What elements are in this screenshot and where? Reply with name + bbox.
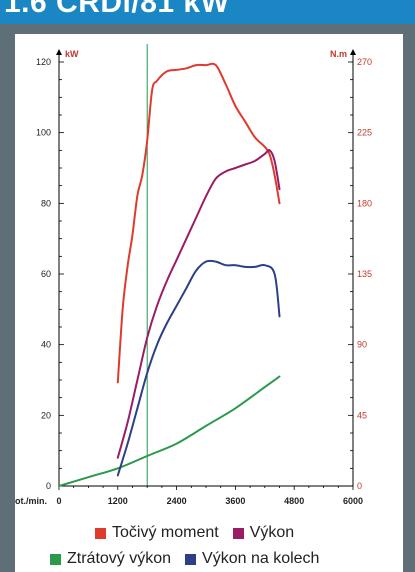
legend-label-power: Výkon <box>249 524 295 541</box>
header-bar: 1.6 CRDi/81 kW <box>0 0 415 24</box>
y-left-unit-label: kW <box>65 49 79 59</box>
y-right-tick-label: 135 <box>357 269 372 279</box>
y-left-tick-label: 60 <box>41 269 51 279</box>
legend-swatch-wheel <box>185 553 197 565</box>
loss-power-line <box>58 375 281 487</box>
power-line <box>116 149 281 459</box>
y-left-tick-label: 80 <box>41 198 51 208</box>
x-tick-label: 1200 <box>108 496 128 506</box>
y-right-unit-label: N.m <box>330 49 347 59</box>
y-left-tick-label: 0 <box>46 481 51 491</box>
y-right-tick-label: 180 <box>357 198 372 208</box>
x-tick-label: 2400 <box>167 496 187 506</box>
torque-line <box>116 62 281 384</box>
y-axis-right-arrow <box>350 49 356 55</box>
legend-item-power: Výkon <box>232 524 295 542</box>
x-tick-label: 4800 <box>284 496 304 506</box>
legend-item-loss: Ztrátový výkon <box>50 550 171 568</box>
y-left-tick-label: 100 <box>36 128 51 138</box>
legend-swatch-loss <box>50 553 61 565</box>
y-right-tick-label: 0 <box>357 481 362 491</box>
y-left-tick-label: 40 <box>41 340 51 350</box>
legend-row-2: Ztrátový výkon Výkon na kolech <box>50 550 333 568</box>
legend-label-loss: Ztrátový výkon <box>67 550 172 567</box>
axes <box>56 49 356 487</box>
legend-swatch-torque <box>95 527 106 539</box>
legend-label-wheel: Výkon na kolech <box>202 550 320 567</box>
x-tick-label: 6000 <box>343 496 363 506</box>
grid-marks <box>58 44 354 490</box>
y-left-tick-label: 20 <box>41 410 51 420</box>
y-right-tick-label: 225 <box>357 128 372 138</box>
y-right-tick-label: 45 <box>357 410 367 420</box>
y-axis-left-arrow <box>56 49 62 55</box>
legend-item-wheel: Výkon na kolech <box>185 550 319 568</box>
y-right-tick-label: 90 <box>357 340 367 350</box>
legend-swatch-power <box>232 527 244 539</box>
legend-label-torque: Točivý moment <box>112 524 219 541</box>
chart-heading: 1.6 CRDi/81 kW <box>4 0 230 19</box>
legend-row-1: Točivý moment Výkon <box>95 524 308 542</box>
chart-panel <box>15 34 403 572</box>
x-tick-label: 0 <box>56 496 61 506</box>
series-lines <box>58 62 281 487</box>
x-axis-unit-label: ot./min. <box>15 496 47 506</box>
y-right-tick-label: 270 <box>357 57 372 67</box>
y-left-tick-label: 120 <box>36 57 51 67</box>
x-tick-label: 3600 <box>225 496 245 506</box>
wheel-power-line <box>116 259 281 477</box>
legend-item-torque: Točivý moment <box>95 524 219 542</box>
